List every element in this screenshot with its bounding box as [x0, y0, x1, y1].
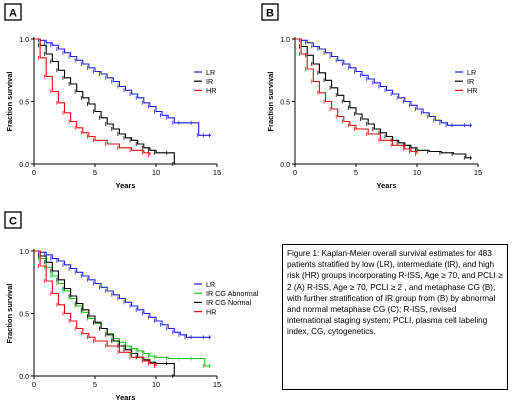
x-tick-label: 15	[213, 168, 221, 177]
series-ir-cg-normal-line	[34, 250, 175, 376]
panel-b: B 0.0 0.5 1.0 0 5 10 15 Years Fraction survival LR…	[261, 3, 482, 190]
series-hr-line	[34, 250, 157, 366]
y-tick-label: 1.0	[280, 37, 290, 44]
x-tick-label: 10	[152, 168, 160, 177]
x-axis-label: Years	[115, 181, 135, 190]
legend-hr-label: HR	[206, 86, 216, 95]
panel-label: C	[9, 216, 17, 228]
y-tick-label: 0.0	[280, 162, 290, 169]
x-tick-label: 5	[354, 168, 358, 177]
series-ir-line	[295, 38, 472, 159]
y-axis-label: Fraction survival	[5, 71, 14, 131]
panel-label: A	[9, 8, 17, 20]
legend-ir-label: IR	[467, 77, 474, 86]
x-tick-label: 10	[152, 380, 160, 389]
x-tick-label: 5	[93, 168, 97, 177]
x-tick-label: 15	[474, 168, 482, 177]
y-tick-label: 0.5	[19, 100, 29, 107]
series-ir-cg-abnormal-line	[34, 250, 211, 367]
x-tick-label: 5	[93, 380, 97, 389]
x-tick-label: 15	[213, 380, 221, 389]
series-hr-line	[295, 38, 418, 154]
y-tick-label: 0.5	[280, 100, 290, 107]
legend-lr-label: LR	[206, 68, 215, 77]
x-tick-label: 0	[293, 168, 297, 177]
y-tick-label: 0.0	[19, 162, 29, 169]
panel-a: A 0.0 0.5 1.0 0 5 10 15 Years Fraction survival LR…	[4, 3, 221, 190]
panel-label-box	[4, 3, 22, 21]
x-tick-label: 10	[413, 168, 421, 177]
series-hr-line	[34, 38, 151, 156]
legend-lr-label: LR	[467, 68, 476, 77]
caption-text: Figure 1: Kaplan-Meier overall survival …	[287, 249, 503, 337]
y-tick-label: 0.5	[19, 312, 29, 319]
x-axis-label: Years	[376, 181, 396, 190]
legend-ir-cg-abnormal-label: IR CG Abnormal	[206, 289, 259, 298]
panel-label-box	[4, 211, 22, 229]
figure-caption: Figure 1: Kaplan-Meier overall survival …	[282, 244, 508, 390]
y-tick-label: 1.0	[19, 37, 29, 44]
legend-ir-label: IR	[206, 77, 213, 86]
y-tick-label: 0.0	[19, 374, 29, 381]
y-axis-label: Fraction survival	[266, 71, 275, 131]
y-tick-label: 1.0	[19, 249, 29, 256]
panel-label: B	[266, 8, 274, 20]
legend-hr-label: HR	[467, 86, 477, 95]
series-ir-line	[34, 38, 175, 164]
legend-hr-label: HR	[206, 307, 216, 316]
series-lr-line	[34, 250, 211, 338]
x-tick-label: 0	[32, 168, 36, 177]
legend-lr-label: LR	[206, 280, 215, 289]
y-axis-label: Fraction survival	[5, 283, 14, 343]
x-axis-label: Years	[115, 393, 135, 402]
legend-ir-cg-normal-label: IR CG Normal	[206, 298, 252, 307]
series-lr-line	[34, 38, 211, 136]
series-lr-line	[295, 38, 472, 126]
x-tick-label: 0	[32, 380, 36, 389]
panel-label-box	[261, 3, 279, 21]
panel-c: C 0.0 0.5 1.0 0 5 10 15 Years Fraction survival LR…	[4, 211, 259, 402]
